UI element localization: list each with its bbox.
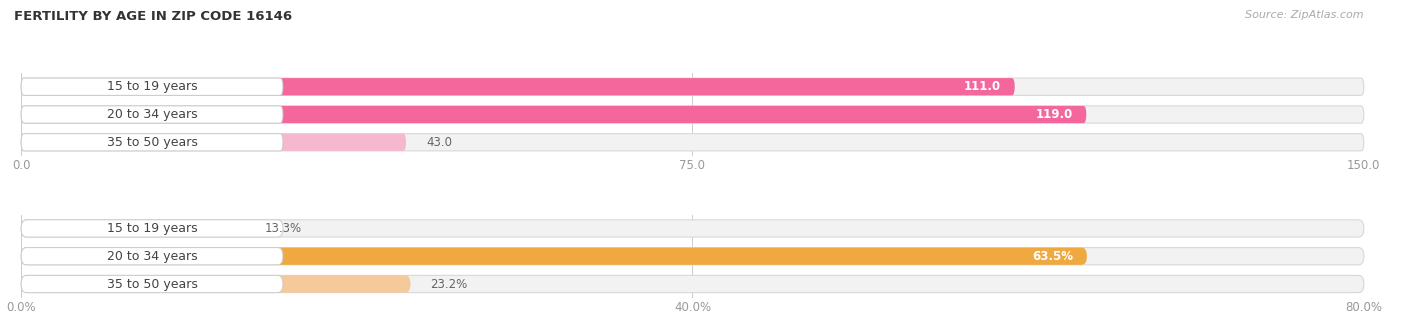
FancyBboxPatch shape xyxy=(21,248,1364,265)
Text: 20 to 34 years: 20 to 34 years xyxy=(107,108,197,121)
Text: 63.5%: 63.5% xyxy=(1032,250,1073,263)
FancyBboxPatch shape xyxy=(21,106,1087,123)
FancyBboxPatch shape xyxy=(21,248,1087,265)
FancyBboxPatch shape xyxy=(21,248,283,265)
Text: 15 to 19 years: 15 to 19 years xyxy=(107,222,197,235)
FancyBboxPatch shape xyxy=(21,78,1364,95)
Text: 15 to 19 years: 15 to 19 years xyxy=(107,80,197,93)
FancyBboxPatch shape xyxy=(21,134,406,151)
FancyBboxPatch shape xyxy=(21,275,283,293)
Text: 20 to 34 years: 20 to 34 years xyxy=(107,250,197,263)
Text: FERTILITY BY AGE IN ZIP CODE 16146: FERTILITY BY AGE IN ZIP CODE 16146 xyxy=(14,10,292,23)
FancyBboxPatch shape xyxy=(21,78,283,95)
Text: 119.0: 119.0 xyxy=(1036,108,1073,121)
FancyBboxPatch shape xyxy=(21,220,1364,237)
Text: 35 to 50 years: 35 to 50 years xyxy=(107,277,197,291)
FancyBboxPatch shape xyxy=(21,275,1364,293)
FancyBboxPatch shape xyxy=(21,134,1364,151)
Text: 13.3%: 13.3% xyxy=(264,222,301,235)
Text: 43.0: 43.0 xyxy=(426,136,453,149)
Text: 111.0: 111.0 xyxy=(965,80,1001,93)
FancyBboxPatch shape xyxy=(21,220,245,237)
FancyBboxPatch shape xyxy=(21,275,411,293)
FancyBboxPatch shape xyxy=(21,220,283,237)
Text: 23.2%: 23.2% xyxy=(430,277,468,291)
FancyBboxPatch shape xyxy=(21,134,283,151)
FancyBboxPatch shape xyxy=(21,78,1015,95)
Text: Source: ZipAtlas.com: Source: ZipAtlas.com xyxy=(1246,10,1364,20)
FancyBboxPatch shape xyxy=(21,106,283,123)
FancyBboxPatch shape xyxy=(21,106,1364,123)
Text: 35 to 50 years: 35 to 50 years xyxy=(107,136,197,149)
